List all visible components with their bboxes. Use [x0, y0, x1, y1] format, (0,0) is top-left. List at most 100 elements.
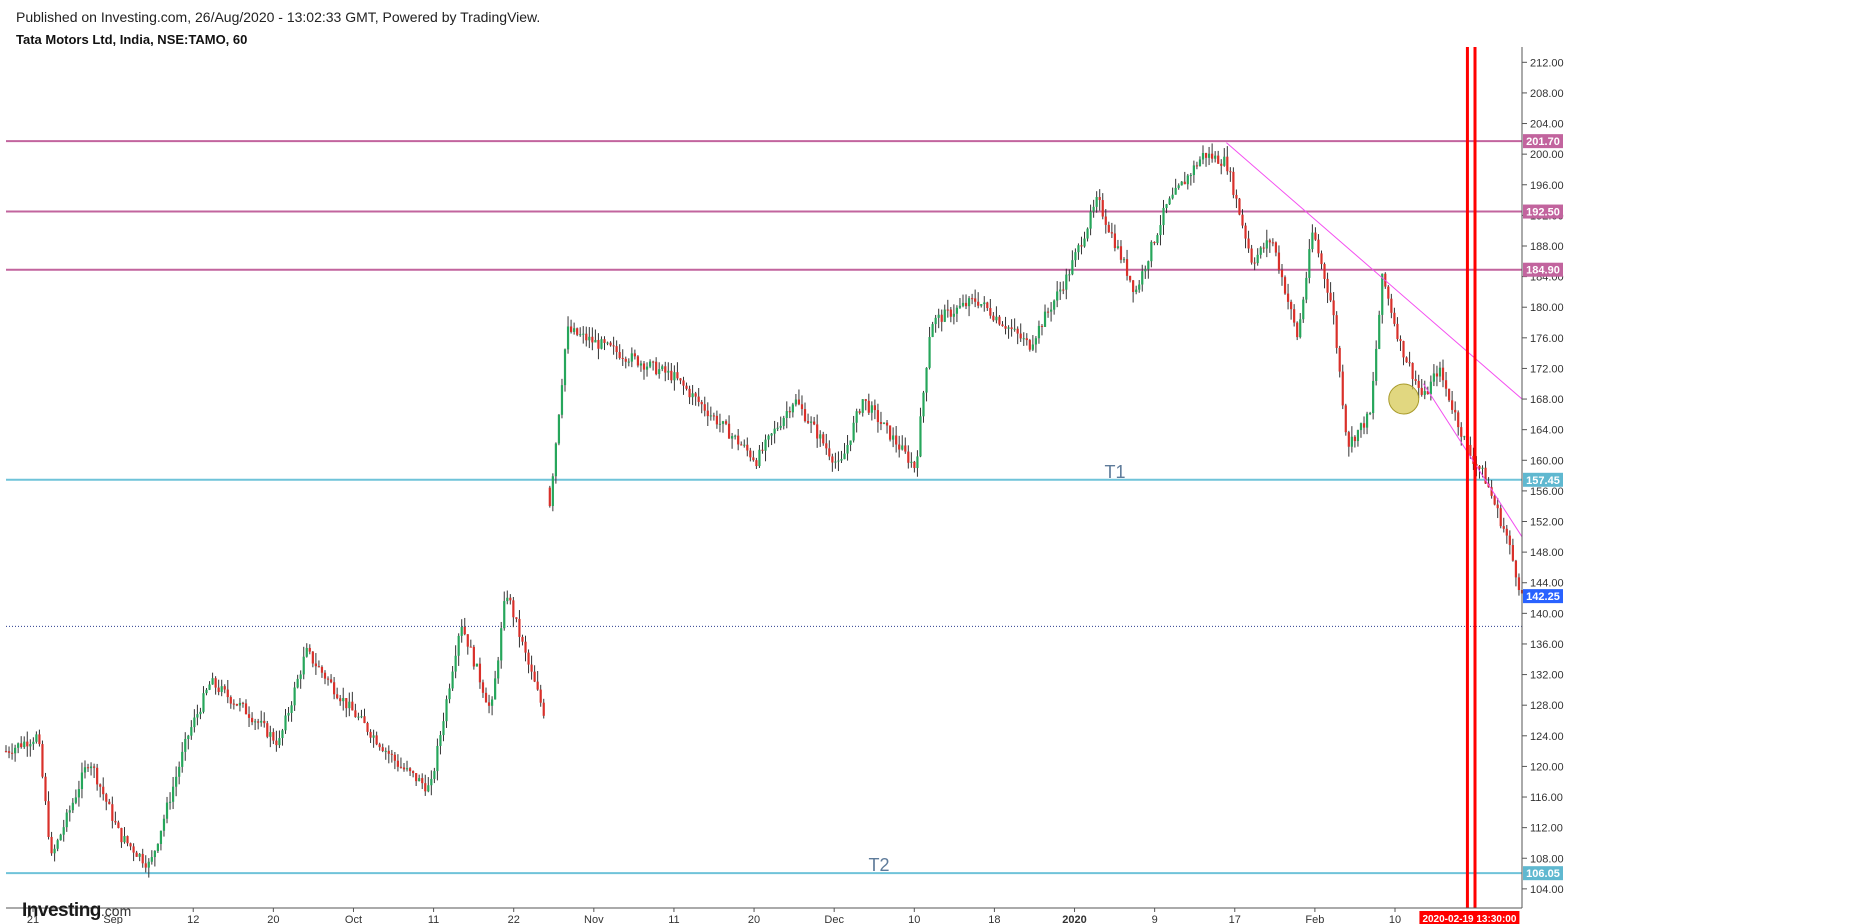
candle-body — [1165, 204, 1168, 208]
candle-body — [1201, 152, 1205, 160]
candle-body — [266, 723, 269, 737]
candle-body — [1256, 254, 1259, 264]
candle-body — [175, 776, 178, 787]
candle-body — [767, 435, 770, 440]
candle-body — [351, 701, 354, 711]
candle-body — [694, 393, 697, 397]
candle-body — [1056, 291, 1059, 301]
candle-body — [86, 767, 90, 769]
candle-body — [761, 449, 764, 451]
candle-body — [992, 315, 995, 321]
candle-body — [1293, 309, 1296, 323]
candle-body — [661, 366, 664, 370]
y-tick-label: 120.00 — [1530, 761, 1564, 773]
candle-body — [357, 716, 360, 718]
candle-body — [816, 424, 819, 439]
y-tick-label: 140.00 — [1530, 608, 1564, 620]
candle-body — [1159, 225, 1162, 236]
candle-body — [1381, 273, 1384, 315]
candle-body — [1101, 200, 1104, 217]
candle-body — [904, 445, 907, 452]
candle-body — [873, 405, 876, 411]
candle-body — [943, 309, 946, 322]
candle-body — [980, 304, 983, 306]
candle-body — [1080, 245, 1083, 247]
candle-body — [530, 664, 533, 672]
candle-body — [609, 342, 612, 346]
candle-body — [153, 850, 156, 858]
candle-body — [1335, 315, 1338, 348]
candle-body — [232, 703, 235, 705]
candle-body — [1478, 465, 1481, 469]
candle-body — [436, 745, 439, 772]
candle-body — [1493, 495, 1496, 505]
candle-body — [333, 682, 336, 695]
candle-body — [870, 405, 873, 413]
candle-body — [487, 702, 491, 706]
candle-body — [977, 301, 980, 306]
candle-body — [1387, 286, 1390, 299]
candle-body — [369, 731, 372, 738]
candle-body — [1286, 293, 1290, 302]
candle-body — [524, 641, 527, 653]
candle-body — [1077, 245, 1080, 253]
candle-body — [1290, 301, 1293, 310]
candle-body — [1244, 225, 1247, 239]
candle-body — [773, 428, 776, 434]
candle-body — [685, 385, 688, 389]
candle-body — [1283, 277, 1287, 294]
candle-body — [642, 363, 646, 370]
candle-body — [275, 740, 278, 746]
candle-body — [494, 678, 497, 700]
candle-body — [302, 656, 305, 675]
level-tag-label: 184.90 — [1526, 265, 1560, 277]
candle-body — [849, 440, 852, 445]
published-info: Published on Investing.com, 26/Aug/2020 … — [16, 9, 541, 25]
candle-body — [946, 309, 949, 311]
candle-body — [843, 453, 846, 460]
x-tick-label: 22 — [508, 914, 520, 924]
level-tag-label: 157.45 — [1526, 475, 1560, 487]
y-tick-label: 200.00 — [1530, 149, 1564, 161]
candle-body — [80, 772, 84, 790]
candle-body — [885, 422, 889, 426]
candle-body — [1113, 233, 1116, 249]
candle-body — [727, 423, 731, 439]
candle-body — [290, 705, 293, 713]
candle-body — [23, 741, 26, 748]
candle-body — [1375, 348, 1378, 381]
candle-body — [460, 626, 463, 636]
candle-body — [1262, 247, 1265, 249]
candle-body — [548, 487, 551, 507]
level-tag — [1523, 262, 1563, 277]
y-tick-label: 160.00 — [1530, 455, 1564, 467]
candle-body — [50, 836, 53, 854]
candle-body — [961, 302, 965, 306]
candle-body — [305, 647, 308, 657]
candle-body — [83, 767, 87, 773]
candle-body — [1502, 526, 1505, 529]
candle-body — [1378, 314, 1381, 349]
candle-body — [120, 827, 123, 843]
candle-body — [1092, 206, 1095, 212]
candle-body — [1372, 380, 1375, 414]
candle-body — [630, 353, 633, 362]
candle-body — [791, 404, 794, 413]
candle-body — [740, 444, 743, 446]
candle-body — [770, 433, 773, 436]
candle-body — [497, 660, 500, 679]
candle-body — [171, 786, 175, 802]
candle-body — [1013, 328, 1016, 330]
x-tick-label: Nov — [584, 914, 604, 924]
candle-body — [1408, 362, 1411, 364]
candle-body — [676, 372, 679, 379]
candle-body — [1168, 198, 1171, 205]
candle-body — [785, 411, 788, 418]
candle-body — [1144, 269, 1147, 272]
candle-body — [1426, 391, 1429, 395]
candle-body — [481, 682, 485, 693]
candle-body — [916, 456, 919, 469]
candle-body — [1086, 228, 1089, 239]
candle-body — [1365, 413, 1369, 428]
